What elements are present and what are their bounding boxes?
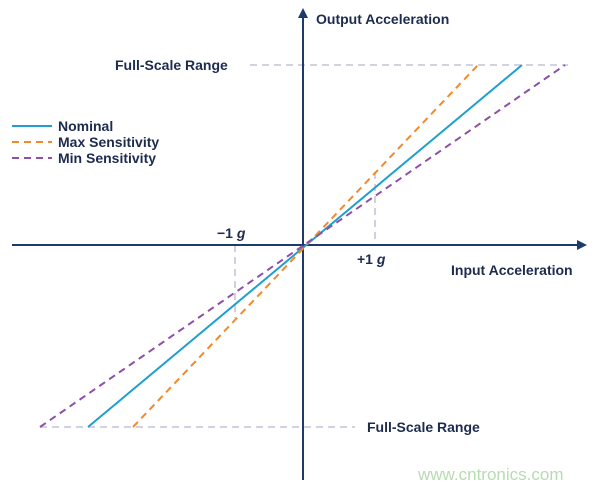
min-sensitivity-line [39, 64, 566, 428]
marker-unit: g [236, 225, 246, 241]
nominal-line [87, 64, 523, 428]
watermark: www.cntronics.com [417, 465, 563, 484]
marker-sign: −1 [217, 225, 233, 241]
marker-unit: g [376, 251, 386, 267]
full-scale-bottom-label: Full-Scale Range [367, 419, 480, 435]
legend-label: Max Sensitivity [58, 134, 159, 150]
marker-sign: +1 [357, 251, 373, 267]
legend-label: Nominal [58, 118, 113, 134]
plus-one-g-label: +1 g [357, 251, 386, 267]
full-scale-top-label: Full-Scale Range [115, 57, 228, 73]
y-axis-label: Output Acceleration [316, 11, 449, 27]
x-axis-label: Input Acceleration [451, 262, 573, 278]
legend-label: Min Sensitivity [58, 150, 156, 166]
minus-one-g-label: −1 g [217, 225, 246, 241]
